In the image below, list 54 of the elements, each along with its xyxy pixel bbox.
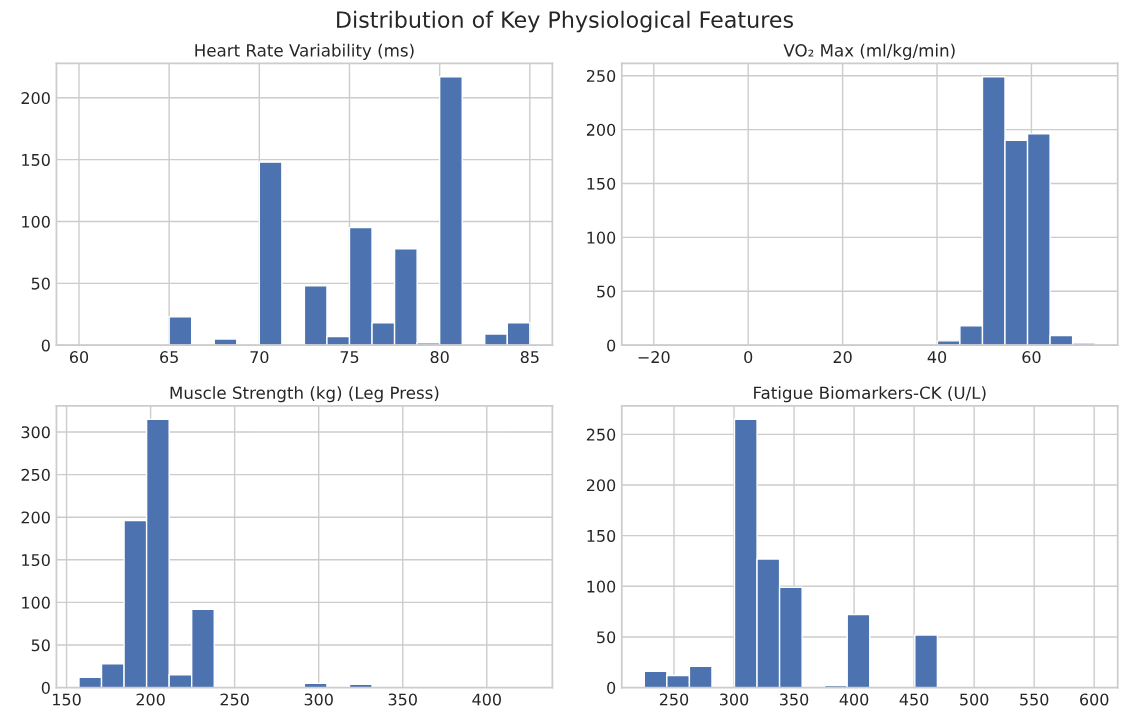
y-tick-label: 150 — [22, 153, 50, 166]
x-tick-label: 400 — [839, 693, 869, 706]
y-tick-label: 200 — [21, 511, 50, 524]
x-tick-label: 80 — [430, 351, 449, 364]
x-tick-label: 85 — [520, 351, 539, 364]
x-tick-label: 250 — [659, 693, 689, 706]
text: Distribution of Key Physiological Features — [337, 10, 794, 33]
y-tick-label: 150 — [587, 529, 616, 542]
x-tick-label: 350 — [780, 693, 809, 706]
x-tick-label: 550 — [1020, 693, 1049, 706]
x-tick-label: 250 — [220, 693, 249, 706]
chart-title: Fatigue Biomarkers-CK (U/L) — [754, 386, 986, 403]
x-tick-label: 0 — [744, 351, 753, 364]
x-tick-label: 300 — [304, 693, 333, 706]
y-tick-label: 100 — [587, 580, 616, 593]
x-tick-label: 400 — [472, 693, 501, 706]
y-tick-label: 200 — [21, 92, 50, 105]
y-tick-label: 150 — [22, 554, 50, 567]
x-tick-label: 60 — [1022, 351, 1041, 364]
x-tick-label: 20 — [833, 351, 852, 364]
y-tick-label: 150 — [587, 177, 616, 190]
y-tick-label: 0 — [607, 339, 616, 352]
y-tick-label: 0 — [41, 681, 50, 694]
x-tick-label: 40 — [927, 351, 947, 364]
y-tick-label: 100 — [587, 231, 616, 244]
y-tick-label: 250 — [586, 428, 616, 441]
y-tick-label: 300 — [21, 426, 50, 439]
y-tick-label: 250 — [21, 468, 50, 481]
y-tick-label: 50 — [31, 277, 50, 290]
x-tick-label: −20 — [638, 351, 670, 364]
x-tick-label: 600 — [1080, 693, 1109, 706]
chart-title: Heart Rate Variability (ms) — [195, 43, 414, 60]
x-tick-label: 150 — [53, 693, 81, 706]
x-tick-label: 60 — [69, 351, 89, 364]
y-tick-label: 0 — [607, 681, 616, 694]
chart-title: Muscle Strength (kg) (Leg Press) — [170, 386, 439, 403]
y-tick-label: 50 — [597, 631, 616, 644]
x-tick-label: 200 — [136, 693, 165, 706]
y-tick-label: 0 — [41, 339, 50, 352]
y-tick-label: 100 — [22, 596, 50, 609]
y-tick-label: 50 — [597, 285, 616, 298]
y-tick-label: 250 — [586, 69, 616, 82]
y-tick-label: 50 — [31, 639, 50, 652]
x-tick-label: 300 — [719, 693, 749, 706]
x-tick-label: 70 — [250, 351, 269, 364]
y-tick-label: 200 — [586, 123, 616, 136]
y-tick-label: 100 — [22, 215, 50, 228]
chart-title: VO₂ Max (ml/kg/min) — [783, 43, 955, 60]
x-tick-label: 75 — [340, 351, 359, 364]
x-tick-label: 350 — [388, 693, 417, 706]
x-tick-label: 500 — [960, 693, 989, 706]
x-tick-label: 65 — [160, 351, 178, 364]
y-tick-label: 200 — [586, 479, 616, 492]
x-tick-label: 450 — [899, 693, 929, 706]
